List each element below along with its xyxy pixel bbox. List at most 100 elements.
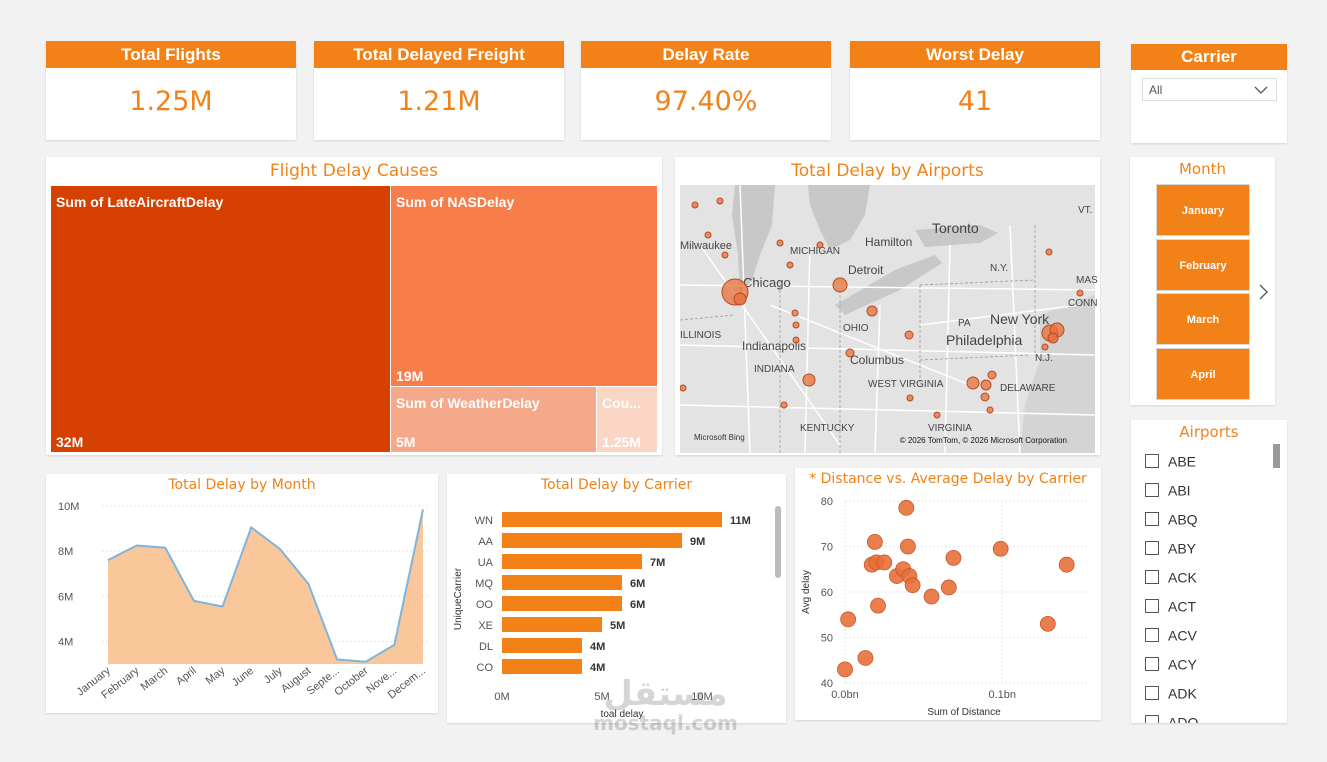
airport-bubble bbox=[704, 231, 712, 239]
bar-value-label: 6M bbox=[630, 599, 645, 611]
airport-code: ACV bbox=[1168, 627, 1197, 644]
scatter-point[interactable] bbox=[904, 577, 921, 594]
map-label: Toronto bbox=[932, 220, 979, 236]
scatter-point[interactable] bbox=[857, 650, 874, 666]
airport-checkbox-item[interactable]: ACK bbox=[1145, 568, 1197, 588]
airport-map-panel: Total Delay by Airports Milwaukee MICHIG… bbox=[675, 157, 1100, 455]
tile-label: Sum of WeatherDelay bbox=[396, 395, 540, 411]
airport-checkbox-item[interactable]: ADQ bbox=[1145, 713, 1198, 723]
checkbox[interactable] bbox=[1145, 628, 1159, 643]
bar[interactable] bbox=[502, 617, 602, 632]
airport-checkbox-item[interactable]: ABQ bbox=[1145, 510, 1198, 530]
month-slicer-title: Month bbox=[1178, 160, 1226, 178]
y-tick-label: WN bbox=[475, 515, 493, 527]
airport-code: ABE bbox=[1168, 453, 1197, 470]
checkbox[interactable] bbox=[1145, 483, 1159, 498]
carrier-slicer: Carrier All bbox=[1131, 44, 1287, 143]
carrier-bar-chart[interactable]: WN 11M AA 9M UA 7M MQ 6M OO 6M XE 5M DL 4M CO 4M 0M 5M 10M… bbox=[447, 474, 786, 723]
checkbox[interactable] bbox=[1145, 686, 1159, 701]
month-button-march[interactable]: March bbox=[1156, 293, 1250, 345]
airport-checkbox-item[interactable]: ACV bbox=[1145, 626, 1197, 646]
checkbox[interactable] bbox=[1145, 454, 1159, 469]
scatter-point[interactable] bbox=[923, 588, 940, 605]
bar-value-label: 6M bbox=[630, 578, 645, 590]
y-axis-label: Avg delay bbox=[801, 570, 812, 614]
month-chart-title: Total Delay by Month bbox=[168, 477, 316, 493]
scatter-point[interactable] bbox=[876, 554, 893, 571]
checkbox[interactable] bbox=[1145, 715, 1159, 723]
airport-checkbox-item[interactable]: ABY bbox=[1145, 539, 1196, 559]
tile-nas[interactable]: Sum of NASDelay 19M bbox=[390, 185, 658, 387]
scatter-point[interactable] bbox=[840, 611, 857, 628]
delay-by-month-panel: Total Delay by Month 10M 8M 6M 4M January Feb… bbox=[46, 474, 438, 713]
bar[interactable] bbox=[502, 596, 622, 611]
airport-bubble bbox=[733, 292, 747, 306]
scrollbar-thumb[interactable] bbox=[1273, 444, 1280, 468]
y-tick-label: 60 bbox=[821, 587, 833, 599]
map-label: DELAWARE bbox=[1000, 383, 1056, 394]
month-button-february[interactable]: February bbox=[1156, 239, 1250, 291]
kpi-worst-delay: Worst Delay 41 bbox=[850, 41, 1100, 140]
kpi-title: Total Delayed Freight bbox=[314, 41, 564, 68]
airports-slicer-title: Airports bbox=[1179, 423, 1239, 441]
scatter-point[interactable] bbox=[866, 534, 883, 550]
scatter-point[interactable] bbox=[1058, 556, 1075, 573]
scatter-point[interactable] bbox=[992, 540, 1009, 557]
airport-checkbox-item[interactable]: ACY bbox=[1145, 655, 1197, 675]
airport-bubble bbox=[904, 330, 914, 340]
chevron-right-icon[interactable] bbox=[1258, 283, 1270, 301]
y-tick-label: 10M bbox=[58, 501, 79, 513]
airport-bubble bbox=[780, 401, 788, 409]
y-tick-label: 50 bbox=[821, 633, 833, 645]
airport-checkbox-item[interactable]: ACT bbox=[1145, 597, 1196, 617]
bar[interactable] bbox=[502, 659, 582, 674]
month-button-january[interactable]: January bbox=[1156, 184, 1250, 236]
airport-bubble bbox=[816, 241, 824, 249]
airport-checkbox-item[interactable]: ABI bbox=[1145, 481, 1191, 501]
month-button-april[interactable]: April bbox=[1156, 348, 1250, 400]
airport-bubble bbox=[1041, 343, 1049, 351]
scatter-point[interactable] bbox=[945, 549, 962, 566]
kpi-total-flights: Total Flights 1.25M bbox=[46, 41, 296, 140]
x-tick-label: 10M bbox=[691, 691, 712, 703]
map-label: MAS bbox=[1076, 275, 1098, 286]
carrier-dropdown[interactable]: All bbox=[1142, 78, 1277, 101]
airport-bubble bbox=[832, 277, 848, 293]
tile-count[interactable]: Cou... 1.25M bbox=[596, 386, 658, 453]
scatter-point[interactable] bbox=[940, 579, 957, 596]
checkbox[interactable] bbox=[1145, 599, 1159, 614]
checkbox[interactable] bbox=[1145, 541, 1159, 556]
month-slicer: Month January February March April bbox=[1130, 157, 1275, 405]
scatter-point[interactable] bbox=[870, 597, 886, 614]
bar[interactable] bbox=[502, 554, 642, 569]
scatter-point[interactable] bbox=[1039, 615, 1056, 632]
y-tick-label: 8M bbox=[58, 546, 73, 558]
airport-bubbles[interactable] bbox=[680, 185, 1095, 453]
y-tick-label: MQ bbox=[475, 578, 493, 590]
x-tick-label: March bbox=[139, 665, 170, 693]
bar[interactable] bbox=[502, 638, 582, 653]
tile-label: Sum of LateAircraftDelay bbox=[56, 194, 224, 210]
airport-checkbox-item[interactable]: ABE bbox=[1145, 452, 1196, 472]
scatter-point[interactable] bbox=[898, 499, 915, 516]
map-label: Hamilton bbox=[865, 235, 913, 249]
scatter-chart[interactable]: 80 70 60 50 400.0bn 0.1bn Sum of Distance Avg d… bbox=[795, 468, 1101, 720]
checkbox[interactable] bbox=[1145, 570, 1159, 585]
scrollbar-thumb[interactable] bbox=[775, 506, 781, 578]
airport-bubble bbox=[792, 321, 800, 329]
bar[interactable] bbox=[502, 575, 622, 590]
checkbox[interactable] bbox=[1145, 512, 1159, 527]
checkbox[interactable] bbox=[1145, 657, 1159, 672]
treemap-title: Flight Delay Causes bbox=[269, 161, 439, 181]
tile-weather[interactable]: Sum of WeatherDelay 5M bbox=[390, 386, 597, 453]
tile-late-aircraft[interactable]: Sum of LateAircraftDelay 32M bbox=[50, 185, 391, 453]
scatter-point[interactable] bbox=[837, 661, 853, 678]
airport-map[interactable] bbox=[680, 185, 1095, 453]
airport-checkbox-item[interactable]: ADK bbox=[1145, 684, 1197, 704]
scatter-point[interactable] bbox=[899, 538, 916, 555]
airport-bubble bbox=[966, 376, 980, 390]
bar[interactable] bbox=[502, 512, 722, 527]
x-tick-label: May bbox=[204, 665, 228, 688]
bar[interactable] bbox=[502, 533, 682, 548]
